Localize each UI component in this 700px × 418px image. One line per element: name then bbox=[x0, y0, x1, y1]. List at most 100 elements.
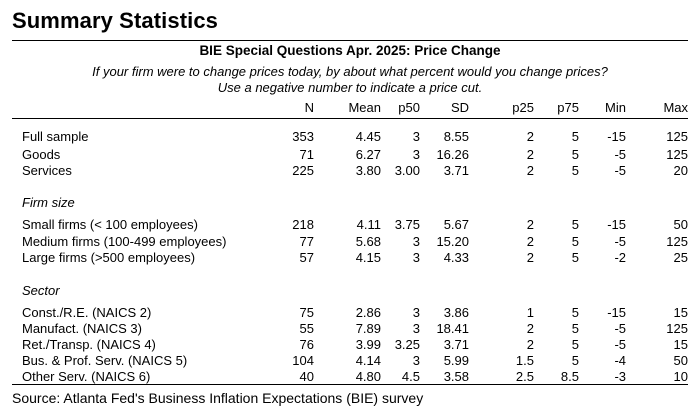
table-row: Manufact. (NAICS 3) 55 7.89 3 18.41 2 5 -5 125 bbox=[0, 321, 700, 337]
table-cell: -5 bbox=[614, 147, 626, 162]
question-line-1: If your firm were to change prices today… bbox=[92, 64, 608, 79]
table-cell: 25 bbox=[673, 250, 688, 265]
column-header: p25 bbox=[512, 100, 534, 115]
table-cell: 3 bbox=[412, 305, 420, 320]
table-cell: 2.86 bbox=[355, 305, 381, 320]
table-cell: 71 bbox=[299, 147, 314, 162]
table-cell: 5 bbox=[571, 353, 579, 368]
table-cell: -15 bbox=[607, 217, 626, 232]
table-cell: 7.89 bbox=[355, 321, 381, 336]
row-label: Bus. & Prof. Serv. (NAICS 5) bbox=[22, 353, 188, 368]
table-cell: 353 bbox=[292, 129, 314, 144]
header-rule bbox=[12, 118, 688, 119]
table-cell: 3 bbox=[412, 234, 420, 249]
row-label: Goods bbox=[22, 147, 61, 162]
table-cell: -4 bbox=[614, 353, 626, 368]
table-row: Const./R.E. (NAICS 2) 75 2.86 3 3.86 1 5 -15 15 bbox=[0, 305, 700, 321]
table-cell: 50 bbox=[673, 353, 688, 368]
row-label: Ret./Transp. (NAICS 4) bbox=[22, 337, 156, 352]
table-cell: 2 bbox=[526, 129, 534, 144]
table-row: Other Serv. (NAICS 6) 40 4.80 4.5 3.58 2.5 8.5… bbox=[0, 369, 700, 385]
table-cell: 18.41 bbox=[436, 321, 469, 336]
table-cell: 57 bbox=[299, 250, 314, 265]
table-cell: -5 bbox=[614, 234, 626, 249]
table-cell: 4.14 bbox=[355, 353, 381, 368]
table-cell: 3 bbox=[412, 353, 420, 368]
column-header: SD bbox=[450, 100, 469, 115]
table-cell: 5 bbox=[571, 217, 579, 232]
survey-question: If your firm were to change prices today… bbox=[0, 64, 700, 96]
table-cell: -15 bbox=[607, 305, 626, 320]
table-cell: 16.26 bbox=[436, 147, 469, 162]
table-cell: 4.11 bbox=[356, 217, 381, 232]
table-cell: 125 bbox=[666, 321, 688, 336]
table-cell: 15 bbox=[673, 337, 688, 352]
row-label: Services bbox=[22, 163, 72, 178]
table-cell: 3 bbox=[412, 147, 420, 162]
table-cell: 5 bbox=[571, 147, 579, 162]
table-row: Large firms (>500 employees) 57 4.15 3 4.33 2… bbox=[0, 250, 700, 266]
table-cell: 4.15 bbox=[355, 250, 381, 265]
table-cell: 125 bbox=[666, 129, 688, 144]
table-cell: 3.25 bbox=[394, 337, 420, 352]
table-cell: 6.27 bbox=[355, 147, 381, 162]
table-row: Medium firms (100-499 employees) 77 5.68 3 1… bbox=[0, 234, 700, 250]
table-row: Ret./Transp. (NAICS 4) 76 3.99 3.25 3.71 2 5 -5… bbox=[0, 337, 700, 353]
table-cell: 4.33 bbox=[443, 250, 469, 265]
table-cell: 2 bbox=[526, 147, 534, 162]
table-cell: 3 bbox=[412, 129, 420, 144]
bottom-rule bbox=[12, 384, 688, 385]
column-header: Min bbox=[605, 100, 626, 115]
table-cell: 76 bbox=[299, 337, 314, 352]
table-cell: 2 bbox=[526, 163, 534, 178]
row-label: Other Serv. (NAICS 6) bbox=[22, 369, 151, 384]
table-cell: 50 bbox=[673, 217, 688, 232]
column-header: Mean bbox=[348, 100, 381, 115]
table-cell: 5 bbox=[571, 129, 579, 144]
table-cell: -5 bbox=[614, 337, 626, 352]
table-cell: 3.00 bbox=[394, 163, 420, 178]
top-rule bbox=[12, 40, 688, 41]
row-label: Large firms (>500 employees) bbox=[22, 250, 196, 265]
row-label: Medium firms (100-499 employees) bbox=[22, 234, 227, 249]
table-cell: 20 bbox=[673, 163, 688, 178]
table-cell: 3 bbox=[412, 321, 420, 336]
table-cell: 5.68 bbox=[355, 234, 381, 249]
table-cell: 3.75 bbox=[394, 217, 420, 232]
table-cell: 75 bbox=[299, 305, 314, 320]
source-note: Source: Atlanta Fed's Business Inflation… bbox=[12, 390, 424, 406]
question-line-2: Use a negative number to indicate a pric… bbox=[217, 80, 483, 95]
table-cell: 2 bbox=[526, 321, 534, 336]
table-row: Bus. & Prof. Serv. (NAICS 5) 104 4.14 3 5.99… bbox=[0, 353, 700, 369]
row-label: Small firms (< 100 employees) bbox=[22, 217, 198, 232]
table-row: Small firms (< 100 employees) 218 4.11 3.75… bbox=[0, 217, 700, 233]
table-cell: 125 bbox=[666, 234, 688, 249]
table-cell: 77 bbox=[299, 234, 314, 249]
column-header: N bbox=[304, 100, 314, 115]
table-cell: 5.99 bbox=[443, 353, 469, 368]
table-cell: 1 bbox=[526, 305, 534, 320]
table-cell: 3.99 bbox=[355, 337, 381, 352]
table-cell: 5 bbox=[571, 250, 579, 265]
table-cell: -5 bbox=[614, 321, 626, 336]
table-cell: 40 bbox=[299, 369, 314, 384]
column-header: p75 bbox=[557, 100, 579, 115]
table-cell: -15 bbox=[607, 129, 626, 144]
row-label: Full sample bbox=[22, 129, 89, 144]
table-row: Full sample 353 4.45 3 8.55 2 5 -15 125 bbox=[0, 129, 700, 145]
table-cell: 104 bbox=[292, 353, 314, 368]
table-cell: 15.20 bbox=[436, 234, 469, 249]
table-cell: 225 bbox=[292, 163, 314, 178]
section-heading: Sector bbox=[22, 283, 60, 298]
table-row: Goods 71 6.27 3 16.26 2 5 -5 125 bbox=[0, 147, 700, 163]
table-cell: 5 bbox=[571, 321, 579, 336]
page-title: Summary Statistics bbox=[12, 8, 218, 33]
row-label: Manufact. (NAICS 3) bbox=[22, 321, 142, 336]
table-cell: -3 bbox=[614, 369, 626, 384]
table-cell: 2 bbox=[526, 337, 534, 352]
table-cell: 125 bbox=[666, 147, 688, 162]
table-cell: -5 bbox=[614, 163, 626, 178]
table-cell: 2 bbox=[526, 234, 534, 249]
table-cell: 15 bbox=[673, 305, 688, 320]
table-cell: 3.86 bbox=[443, 305, 469, 320]
